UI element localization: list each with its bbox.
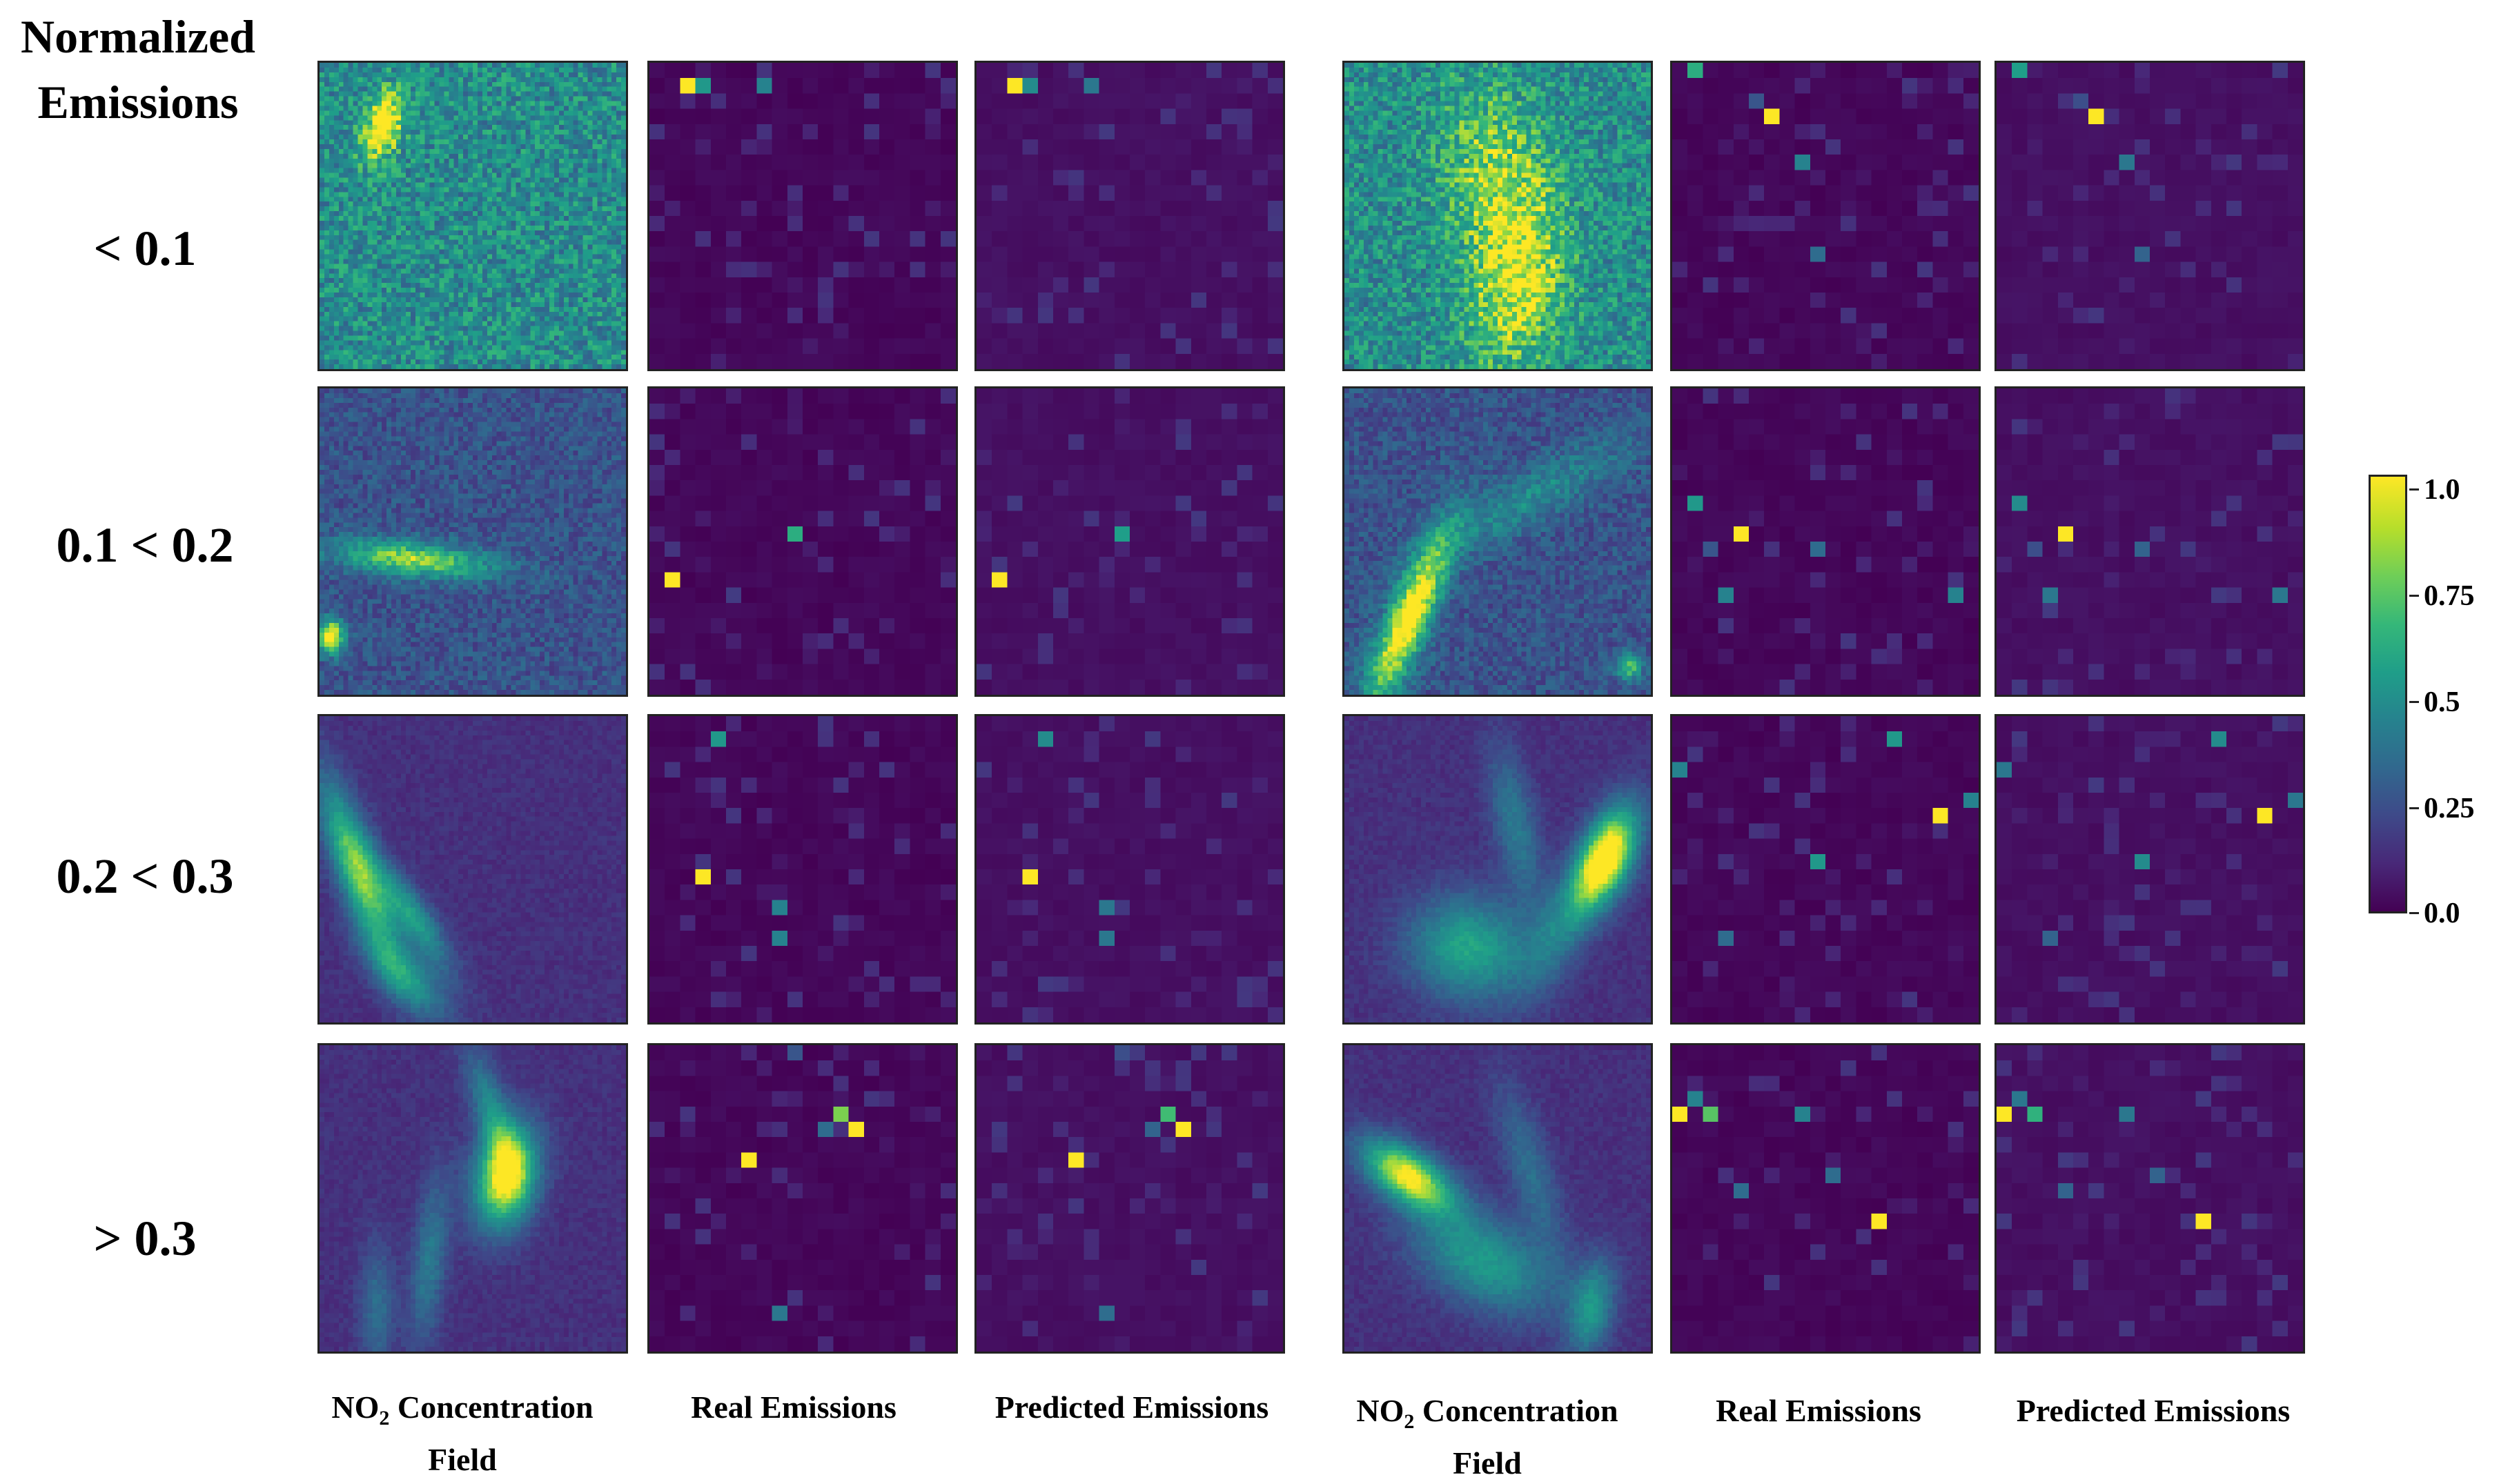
row-label-1: < 0.1 [93, 221, 197, 276]
real-emissions-heatmap [647, 386, 958, 697]
real-emissions-heatmap [647, 714, 958, 1025]
predicted-emissions-heatmap [1995, 1043, 2305, 1354]
real-emissions-heatmap [1670, 714, 1981, 1025]
heading-line-1: Normalized [21, 10, 255, 63]
column-label-no2-left: NO2 Concentration Field [331, 1389, 594, 1478]
predicted-emissions-heatmap [1995, 714, 2305, 1025]
figure-heading: Normalized Emissions [0, 4, 276, 135]
heading-line-2: Emissions [37, 76, 239, 128]
real-emissions-heatmap [647, 61, 958, 371]
predicted-emissions-heatmap [974, 714, 1285, 1025]
real-emissions-heatmap [1670, 386, 1981, 697]
no2-concentration-heatmap [317, 61, 628, 371]
no2-concentration-heatmap [317, 386, 628, 697]
colorbar [2369, 475, 2407, 913]
column-label-predicted-right: Predicted Emissions [2016, 1393, 2291, 1428]
colorbar-label: 1.0 [2424, 474, 2460, 506]
colorbar-label: 0.0 [2424, 898, 2460, 929]
colorbar-label: 0.5 [2424, 686, 2460, 718]
no2-concentration-heatmap [1342, 61, 1653, 371]
predicted-emissions-heatmap [974, 1043, 1285, 1354]
column-label-real-left: Real Emissions [691, 1389, 896, 1425]
real-emissions-heatmap [647, 1043, 958, 1354]
predicted-emissions-heatmap [1995, 386, 2305, 697]
column-label-real-right: Real Emissions [1716, 1393, 1921, 1428]
colorbar-label: 0.25 [2424, 793, 2475, 824]
predicted-emissions-heatmap [974, 61, 1285, 371]
colorbar-tick [2409, 807, 2419, 809]
no2-concentration-heatmap [1342, 386, 1653, 697]
colorbar-tick [2409, 912, 2419, 914]
real-emissions-heatmap [1670, 1043, 1981, 1354]
predicted-emissions-heatmap [974, 386, 1285, 697]
row-label-2: 0.1 < 0.2 [56, 517, 234, 573]
no2-concentration-heatmap [317, 1043, 628, 1354]
real-emissions-heatmap [1670, 61, 1981, 371]
no2-concentration-heatmap [1342, 1043, 1653, 1354]
row-label-4: > 0.3 [93, 1211, 197, 1266]
colorbar-tick [2409, 595, 2419, 597]
predicted-emissions-heatmap [1995, 61, 2305, 371]
row-label-3: 0.2 < 0.3 [56, 849, 234, 904]
colorbar-label: 0.75 [2424, 580, 2475, 612]
no2-concentration-heatmap [1342, 714, 1653, 1025]
colorbar-tick [2409, 701, 2419, 703]
no2-concentration-heatmap [317, 714, 628, 1025]
column-label-predicted-left: Predicted Emissions [994, 1389, 1269, 1425]
colorbar-tick [2409, 488, 2419, 491]
